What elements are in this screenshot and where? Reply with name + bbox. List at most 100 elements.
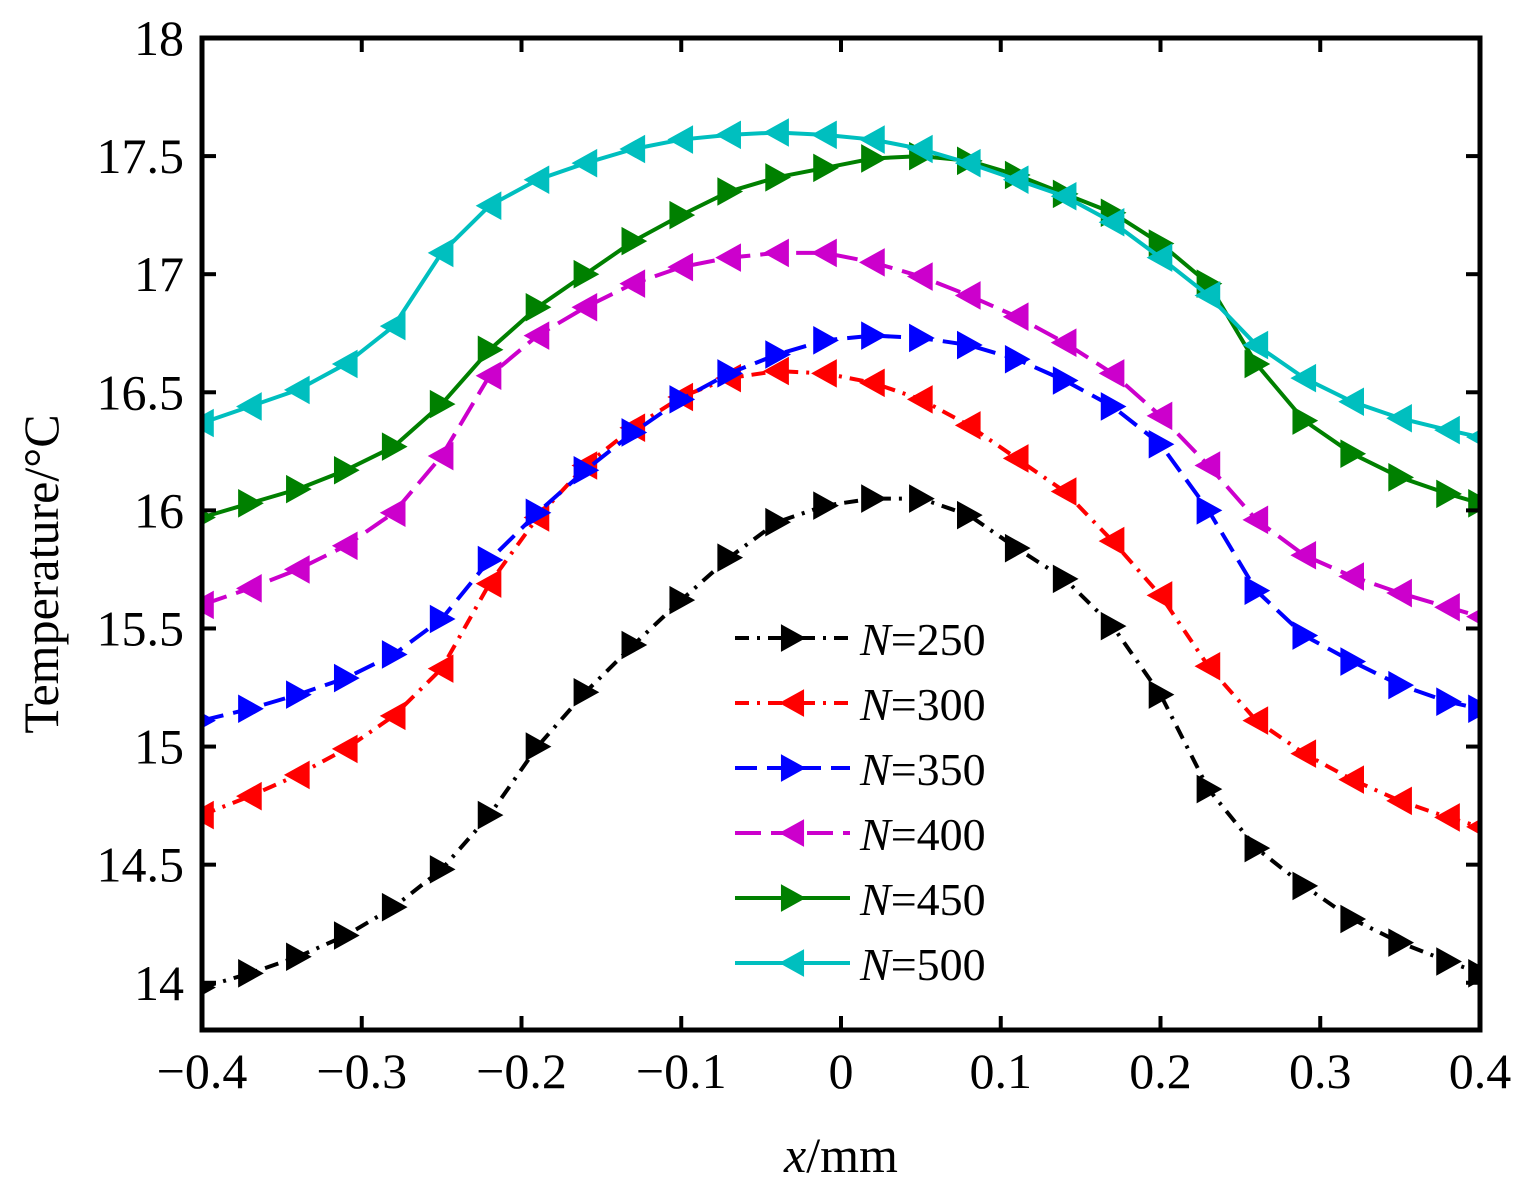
data-point	[286, 942, 312, 972]
plot-area	[202, 118, 1480, 996]
data-point	[1098, 526, 1125, 556]
legend-variable: N	[859, 744, 893, 795]
data-point	[333, 455, 360, 485]
data-point	[571, 292, 598, 322]
data-point	[1050, 477, 1077, 506]
data-point	[571, 148, 598, 178]
data-point	[813, 326, 839, 355]
data-point	[1388, 670, 1415, 700]
data-point	[331, 734, 358, 764]
data-point	[331, 349, 358, 379]
data-point	[811, 120, 837, 150]
data-point	[909, 323, 935, 353]
data-point	[763, 238, 789, 268]
data-point	[1242, 706, 1269, 735]
series-250	[202, 484, 1480, 996]
x-tick-label: −0.2	[476, 1043, 567, 1099]
data-point	[1468, 694, 1480, 724]
data-point	[283, 375, 310, 405]
data-point	[669, 385, 696, 414]
data-point	[906, 134, 933, 164]
data-point	[202, 590, 214, 620]
data-point	[477, 545, 504, 575]
legend-item: N=250	[735, 614, 986, 665]
data-point	[523, 321, 550, 350]
data-point	[1244, 833, 1271, 863]
data-point	[236, 392, 262, 421]
data-point	[1194, 451, 1221, 480]
data-point	[1100, 392, 1127, 421]
data-point	[765, 340, 791, 369]
data-point	[717, 359, 744, 388]
data-point	[1292, 871, 1319, 901]
data-point	[954, 281, 981, 310]
data-point	[909, 484, 935, 513]
data-point	[1386, 403, 1412, 433]
data-point	[1340, 439, 1367, 468]
data-point	[1148, 680, 1175, 709]
x-tick-label: 0.4	[1449, 1043, 1512, 1099]
data-point	[525, 498, 552, 528]
data-point	[1434, 803, 1460, 832]
legend-label: N=400	[859, 809, 986, 860]
y-tick-label: 17.5	[97, 128, 185, 184]
data-point	[427, 441, 454, 471]
series-line	[202, 130, 1480, 440]
data-point	[283, 555, 310, 584]
data-point	[333, 663, 360, 693]
data-point	[621, 630, 648, 660]
data-point	[1338, 387, 1364, 417]
x-tick-label: 0.2	[1129, 1043, 1192, 1099]
data-point	[236, 781, 262, 811]
legend-marker	[779, 689, 805, 717]
data-point	[1242, 505, 1269, 535]
data-point	[957, 330, 983, 360]
data-point	[333, 921, 360, 950]
data-point	[669, 585, 696, 615]
x-axis-label: x/mm	[783, 1127, 898, 1183]
data-point	[1146, 581, 1173, 610]
legend-marker	[779, 819, 805, 847]
data-point	[381, 432, 408, 461]
legend-item: N=400	[735, 809, 986, 860]
y-tick-label: 14	[134, 955, 184, 1011]
data-point	[1292, 406, 1319, 435]
data-point	[381, 640, 408, 669]
x-tick-label: −0.4	[157, 1043, 248, 1099]
data-point	[765, 163, 791, 192]
data-point	[1002, 302, 1029, 331]
data-point	[286, 680, 312, 709]
legend-marker	[779, 949, 805, 977]
data-point	[1244, 349, 1271, 379]
legend-variable: N	[859, 614, 893, 665]
legend-label: N=350	[859, 744, 986, 795]
data-point	[1146, 243, 1173, 272]
legend-marker	[780, 754, 806, 782]
data-point	[379, 311, 406, 341]
data-point	[1338, 562, 1364, 591]
data-point	[1002, 165, 1029, 194]
data-point	[861, 144, 887, 173]
legend-value: =450	[891, 874, 986, 925]
data-point	[861, 484, 887, 513]
data-point	[954, 148, 981, 178]
data-point	[763, 356, 789, 386]
data-point	[715, 120, 741, 150]
data-point	[1244, 576, 1271, 605]
data-point	[429, 604, 456, 634]
data-point	[763, 118, 789, 147]
data-point	[1386, 578, 1412, 608]
data-point	[1290, 540, 1317, 570]
x-tick-label: 0.1	[970, 1043, 1033, 1099]
data-point	[202, 800, 214, 830]
data-point	[1050, 328, 1077, 357]
data-point	[283, 760, 310, 790]
data-point	[1468, 959, 1480, 988]
legend-variable: N	[859, 939, 893, 990]
data-point	[1386, 786, 1412, 816]
axes: −0.4 −0.3 −0.2 −0.1 0 0.1 0.2 0.3 0.4 14 14.5 15 15.…	[13, 10, 1511, 1183]
data-point	[1052, 366, 1079, 395]
data-point	[1338, 765, 1364, 794]
